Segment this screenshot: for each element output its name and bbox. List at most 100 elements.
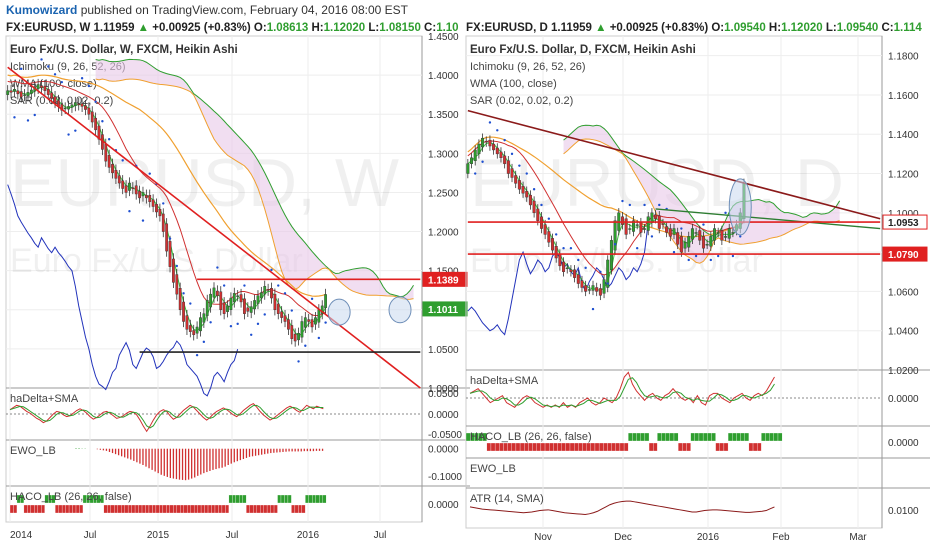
subpane-title: ATR (14, SMA) bbox=[470, 493, 544, 505]
haco-bar bbox=[9, 504, 14, 514]
sar-dot bbox=[324, 321, 327, 324]
haco-bar bbox=[765, 432, 770, 442]
price-tag: 1.1011 bbox=[422, 301, 468, 317]
candle bbox=[727, 228, 731, 239]
price-tag-box bbox=[422, 271, 468, 287]
candle bbox=[558, 253, 562, 267]
candle bbox=[307, 319, 311, 322]
price-tag-label: 1.0953 bbox=[888, 218, 919, 229]
candle bbox=[219, 291, 223, 310]
chart-panel-2: FX:EURUSD, D 1.11959 ▲ +0.00925 (+0.83%)… bbox=[465, 22, 930, 543]
sar-dot bbox=[290, 309, 293, 312]
high-label: H: bbox=[766, 22, 781, 34]
panel-border bbox=[465, 35, 883, 529]
tenkan-line bbox=[467, 142, 745, 291]
haco-bar bbox=[665, 432, 670, 442]
haco-bar bbox=[34, 504, 38, 514]
sar-dot bbox=[702, 223, 705, 226]
haco-bar bbox=[124, 504, 129, 514]
candle bbox=[569, 269, 573, 272]
y-tick-label: 1.0000 bbox=[428, 384, 459, 395]
candle bbox=[53, 96, 57, 103]
haco-bar bbox=[100, 494, 104, 504]
candle bbox=[243, 298, 246, 314]
candle bbox=[192, 330, 196, 336]
haco-bar bbox=[773, 432, 779, 442]
candle bbox=[628, 228, 632, 230]
candle bbox=[23, 94, 26, 96]
haco-bar bbox=[569, 442, 575, 452]
price-tag: 1.0790 bbox=[882, 246, 928, 262]
haco-bar bbox=[141, 504, 146, 514]
candles bbox=[6, 78, 327, 347]
sar-dot bbox=[141, 219, 145, 222]
haco-bar bbox=[61, 504, 66, 514]
highlight-ellipse[interactable] bbox=[327, 298, 351, 326]
candle bbox=[709, 236, 713, 247]
sar-dot bbox=[229, 325, 233, 328]
candle bbox=[690, 228, 694, 240]
haco-bar bbox=[503, 442, 508, 452]
sar-dot bbox=[606, 282, 609, 285]
y-tick-label: 0.0000 bbox=[888, 394, 919, 405]
sar-dot bbox=[67, 133, 70, 136]
candle bbox=[178, 288, 182, 310]
candle bbox=[297, 333, 300, 341]
publish-info: published on TradingView.com, February 0… bbox=[80, 3, 409, 17]
haco-bar bbox=[315, 494, 320, 504]
kumo-cloud bbox=[563, 125, 840, 264]
candle bbox=[168, 241, 172, 267]
time-axis: Nov Dec 2016 Feb Mar bbox=[534, 532, 867, 543]
sar-dot bbox=[20, 67, 23, 71]
haco-bar bbox=[653, 442, 658, 452]
candle bbox=[19, 91, 23, 98]
price-change: +0.00925 (+0.83%) bbox=[607, 22, 712, 34]
symbol-line: FX:EURUSD, D 1.11959 ▲ +0.00925 (+0.83%)… bbox=[466, 22, 922, 34]
candle bbox=[205, 300, 209, 316]
candle bbox=[70, 104, 74, 108]
candle bbox=[104, 144, 108, 162]
highlight-ellipse[interactable] bbox=[388, 296, 412, 324]
haco-bar bbox=[322, 494, 327, 504]
candle bbox=[94, 117, 98, 131]
haco-bar bbox=[225, 504, 230, 514]
symbol-name: FX:EURUSD, W bbox=[6, 22, 90, 34]
sar-dot bbox=[182, 292, 185, 295]
haco-bar bbox=[707, 432, 712, 442]
haco-bar bbox=[727, 432, 733, 442]
haco-bar bbox=[578, 442, 583, 452]
trend-line[interactable] bbox=[655, 208, 881, 230]
y-tick-label: 1.4000 bbox=[428, 71, 459, 82]
haco-bar bbox=[723, 442, 729, 452]
candle bbox=[473, 149, 477, 161]
haco-bar bbox=[308, 494, 313, 504]
y-tick-label: 1.3500 bbox=[428, 110, 459, 121]
haco-bar bbox=[574, 442, 579, 452]
candle bbox=[495, 147, 499, 155]
candle bbox=[40, 85, 43, 88]
sar-dot bbox=[74, 129, 77, 132]
haco-bar bbox=[524, 442, 529, 452]
haco-bar bbox=[686, 442, 691, 452]
highlight-ellipse[interactable] bbox=[728, 178, 752, 236]
candle bbox=[310, 319, 314, 328]
candle bbox=[562, 261, 566, 272]
high-label: H: bbox=[308, 22, 323, 34]
haco-bar bbox=[121, 504, 125, 514]
haco-bar bbox=[540, 442, 546, 452]
trend-line[interactable] bbox=[7, 66, 421, 389]
haco-bar bbox=[200, 504, 205, 514]
candle bbox=[477, 143, 481, 155]
author-name[interactable]: Kumowizard bbox=[6, 3, 78, 17]
x-tick-label: Nov bbox=[534, 532, 552, 543]
candle bbox=[263, 286, 267, 295]
close-value: 1.10 bbox=[436, 22, 458, 34]
sar-dot bbox=[643, 203, 646, 207]
y-tick-label: 1.1400 bbox=[888, 130, 919, 141]
trend-line[interactable] bbox=[467, 109, 881, 220]
kumo-span-a bbox=[95, 58, 414, 298]
candle bbox=[256, 295, 260, 304]
haco-bar bbox=[757, 442, 762, 452]
sar-dot bbox=[33, 113, 36, 117]
candle bbox=[547, 231, 551, 243]
